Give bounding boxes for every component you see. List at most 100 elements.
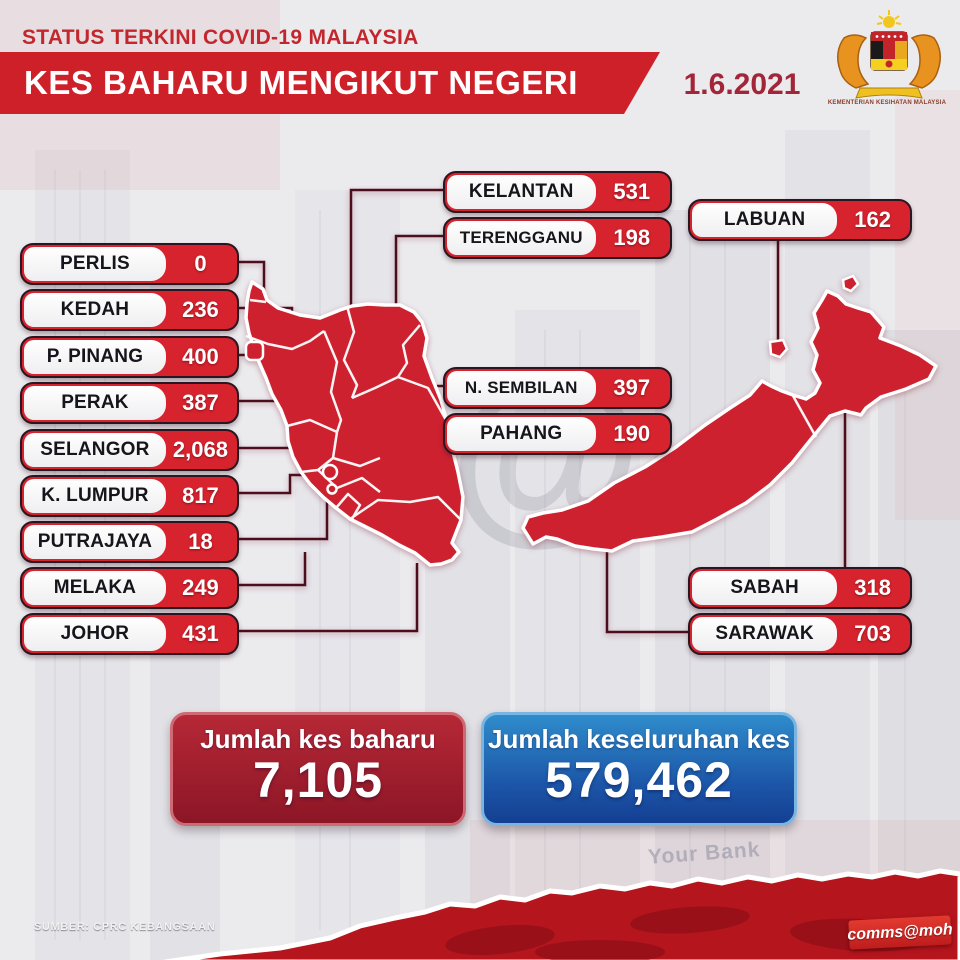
total-new-cases-box: Jumlah kes baharu 7,105 bbox=[170, 712, 466, 826]
left-tiger-icon bbox=[837, 34, 870, 89]
state-name-box: K. LUMPUR bbox=[24, 479, 166, 513]
state-borders bbox=[245, 298, 462, 521]
page-title: KES BAHARU MENGIKUT NEGERI bbox=[24, 64, 578, 101]
peninsular-malaysia-shape bbox=[244, 280, 465, 567]
state-value: 397 bbox=[613, 375, 651, 400]
state-pill-kedah: KEDAH 236 bbox=[20, 289, 239, 331]
penang-island-shape bbox=[244, 340, 265, 362]
state-name: MELAKA bbox=[53, 577, 137, 598]
state-value-box: 397 bbox=[594, 369, 671, 407]
state-value: 249 bbox=[182, 575, 219, 600]
shield-icon bbox=[870, 31, 908, 71]
sun-crest-icon bbox=[876, 10, 902, 28]
state-pill-perlis: PERLIS 0 bbox=[20, 243, 239, 285]
state-name: JOHOR bbox=[60, 623, 130, 644]
torn-paper-band bbox=[163, 868, 960, 960]
state-pill-n-sembilan: N. SEMBILAN 397 bbox=[443, 367, 672, 409]
state-name: K. LUMPUR bbox=[41, 485, 149, 506]
state-name: PAHANG bbox=[480, 423, 563, 444]
state-pill-melaka: MELAKA 249 bbox=[20, 567, 239, 609]
state-value-box: 703 bbox=[835, 615, 910, 653]
state-name-box: LABUAN bbox=[692, 203, 838, 237]
state-value-box: 249 bbox=[164, 569, 237, 607]
state-pill-terengganu: TERENGGANU 198 bbox=[443, 217, 672, 259]
state-name: PERLIS bbox=[60, 253, 130, 274]
state-value: 198 bbox=[613, 225, 651, 250]
state-value-box: 387 bbox=[164, 384, 237, 422]
state-value: 703 bbox=[854, 621, 891, 646]
state-pill-johor: JOHOR 431 bbox=[20, 613, 239, 655]
ministry-label: KEMENTERIAN KESIHATAN MALAYSIA bbox=[827, 100, 947, 106]
state-pill-perak: PERAK 387 bbox=[20, 382, 239, 424]
total-new-cases-value: 7,105 bbox=[252, 752, 384, 808]
status-kicker: STATUS TERKINI COVID-19 MALAYSIA bbox=[22, 26, 419, 49]
state-pill-pahang: PAHANG 190 bbox=[443, 413, 672, 455]
state-name-box: P. PINANG bbox=[24, 340, 166, 374]
state-name: TERENGGANU bbox=[459, 228, 583, 247]
state-name: LABUAN bbox=[723, 209, 806, 230]
state-name: PUTRAJAYA bbox=[37, 531, 153, 552]
ribbon-icon bbox=[855, 87, 923, 99]
state-name-box: SABAH bbox=[692, 571, 838, 605]
state-name-box: KEDAH bbox=[24, 293, 166, 327]
state-pill-k-lumpur: K. LUMPUR 817 bbox=[20, 475, 239, 517]
total-new-cases-label: Jumlah kes baharu bbox=[200, 724, 436, 754]
state-pill-sabah: SABAH 318 bbox=[688, 567, 912, 609]
state-value: 531 bbox=[613, 179, 651, 204]
state-value: 190 bbox=[613, 421, 651, 446]
state-value-box: 198 bbox=[594, 219, 671, 257]
state-pill-selangor: SELANGOR 2,068 bbox=[20, 429, 239, 471]
credit-ribbon: comms@moh bbox=[846, 915, 954, 950]
state-value-box: 162 bbox=[835, 201, 910, 239]
state-value-box: 318 bbox=[835, 569, 910, 607]
kudat-islet-shape bbox=[841, 274, 860, 293]
state-value-box: 817 bbox=[164, 477, 237, 515]
state-pill-kelantan: KELANTAN 531 bbox=[443, 171, 672, 213]
state-name-box: PERAK bbox=[24, 386, 166, 420]
kuala-lumpur-marker bbox=[321, 463, 339, 481]
state-name-box: KELANTAN bbox=[447, 175, 596, 209]
state-name-box: PUTRAJAYA bbox=[24, 525, 166, 559]
state-value-box: 531 bbox=[594, 173, 671, 211]
state-name: SABAH bbox=[730, 577, 799, 598]
total-cumulative-label: Jumlah keseluruhan kes bbox=[487, 724, 791, 754]
state-name-box: PERLIS bbox=[24, 247, 166, 281]
total-cumulative-box: Jumlah keseluruhan kes 579,462 bbox=[481, 712, 797, 826]
state-value: 817 bbox=[182, 483, 219, 508]
total-cumulative-value: 579,462 bbox=[545, 752, 733, 808]
state-name-box: JOHOR bbox=[24, 617, 166, 651]
state-name-box: SELANGOR bbox=[24, 433, 166, 467]
state-value: 387 bbox=[182, 390, 219, 415]
state-name: P. PINANG bbox=[46, 346, 144, 367]
state-name-box: PAHANG bbox=[447, 417, 596, 451]
state-name: KEDAH bbox=[60, 299, 130, 320]
state-pill-putrajaya: PUTRAJAYA 18 bbox=[20, 521, 239, 563]
state-value-box: 431 bbox=[164, 615, 237, 653]
state-name-box: TERENGGANU bbox=[447, 221, 596, 255]
state-name-box: N. SEMBILAN bbox=[447, 371, 596, 405]
report-date: 1.6.2021 bbox=[683, 68, 801, 101]
source-label: SUMBER: CPRC KEBANGSAAN bbox=[34, 921, 216, 933]
state-name: PERAK bbox=[61, 392, 129, 413]
state-name: KELANTAN bbox=[468, 181, 574, 202]
state-value: 318 bbox=[854, 575, 891, 600]
state-value-box: 190 bbox=[594, 415, 671, 453]
state-value-box: 18 bbox=[164, 523, 237, 561]
putrajaya-marker bbox=[326, 483, 338, 495]
ministry-logo bbox=[837, 10, 941, 99]
state-name: SARAWAK bbox=[715, 623, 814, 644]
state-pill-sarawak: SARAWAK 703 bbox=[688, 613, 912, 655]
state-name: SELANGOR bbox=[40, 439, 150, 460]
labuan-island-shape bbox=[768, 338, 789, 359]
credit-label: comms@moh bbox=[846, 920, 954, 944]
title-banner: KES BAHARU MENGIKUT NEGERI bbox=[0, 52, 660, 114]
sabah-sarawak-border bbox=[790, 393, 818, 438]
state-value: 236 bbox=[182, 297, 219, 322]
state-name-box: SARAWAK bbox=[692, 617, 838, 651]
state-value-box: 0 bbox=[164, 245, 237, 283]
east-malaysia-shape bbox=[521, 274, 938, 553]
state-value: 162 bbox=[854, 207, 891, 232]
state-value: 0 bbox=[194, 251, 207, 276]
